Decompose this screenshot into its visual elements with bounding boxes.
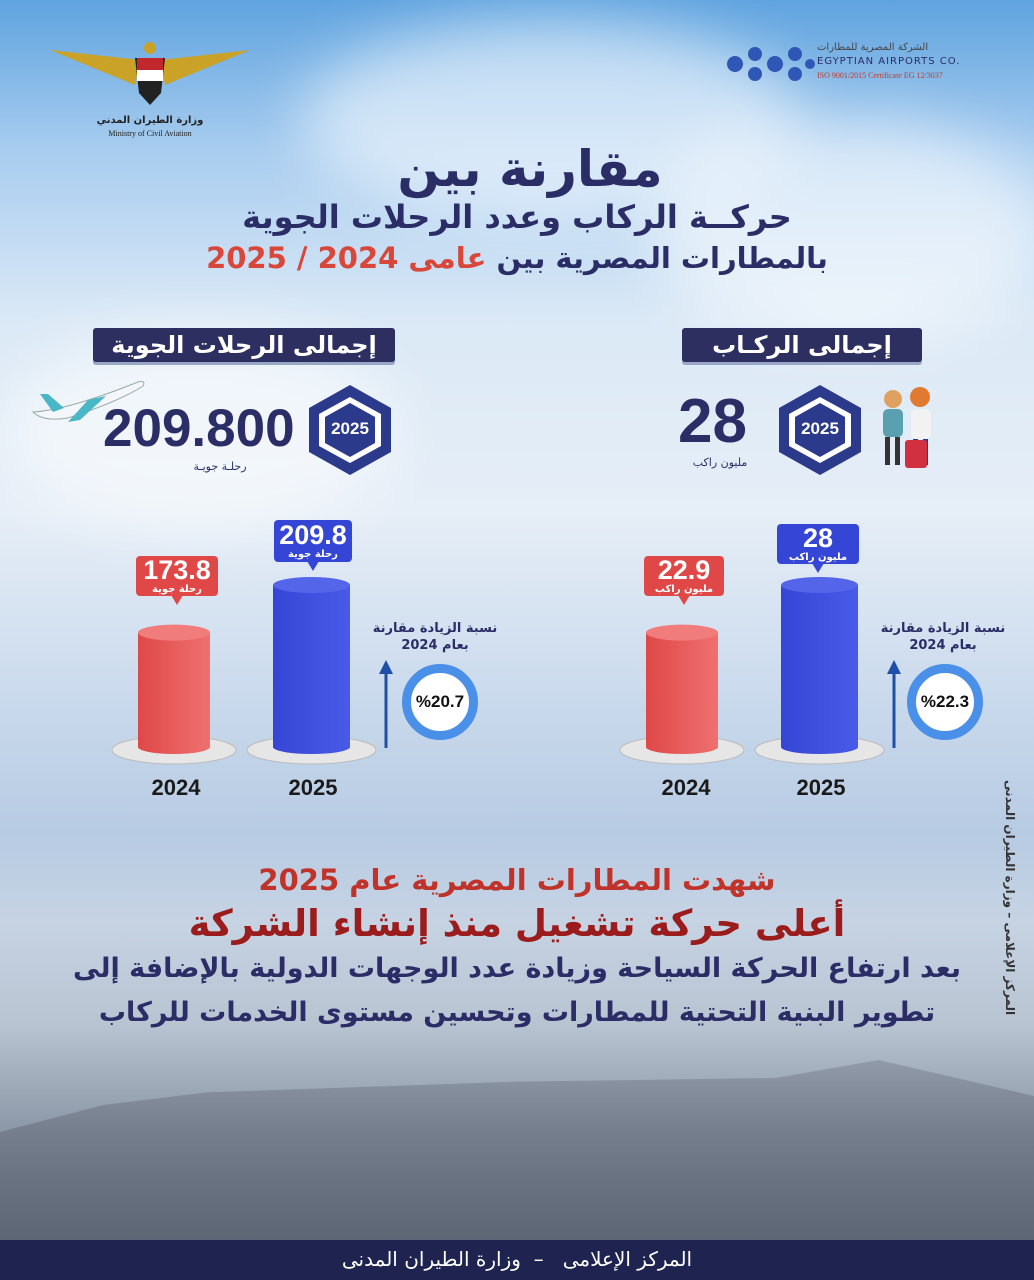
summary-line-1-text: شهدت المطارات المصرية عام 2025 xyxy=(258,863,776,897)
summary-line-4: تطوير البنية التحتية للمطارات وتحسين مست… xyxy=(0,997,1034,1028)
passengers-total: 28 xyxy=(678,387,747,456)
company-logo-mark-icon xyxy=(727,47,815,81)
data-label-unit: رحلة جوية xyxy=(152,584,202,595)
title-line-1-text: مقارنة بين xyxy=(397,140,663,198)
flights-bar-chart xyxy=(111,577,377,765)
airplane-icon xyxy=(31,381,145,422)
flights-growth-value: %20.7 xyxy=(402,664,478,740)
title-line-2-text: حركــة الركاب وعدد الرحلات الجوية xyxy=(242,198,792,236)
summary-line-3-text: بعد ارتفاع الحركة السياحة وزيادة عدد الو… xyxy=(73,953,961,984)
x-tick-label: 2025 xyxy=(288,775,338,800)
bar-top xyxy=(781,577,858,593)
flights-total: 209.800 xyxy=(103,399,295,458)
side-credit: المركز الإعلامى – وزارة الطيران المدنى xyxy=(1003,780,1017,1016)
x-tick-label: 2024 xyxy=(661,775,711,800)
summary-line-4-text: تطوير البنية التحتية للمطارات وتحسين مست… xyxy=(98,997,936,1028)
data-label-unit: مليون راكب xyxy=(654,584,714,595)
company-name-en: EGYPTIAN AIRPORTS CO. xyxy=(817,56,961,67)
data-label-unit: رحلة جوية xyxy=(288,549,338,560)
summary-line-1: شهدت المطارات المصرية عام 2025 xyxy=(0,863,1034,897)
title-line-3: بالمطارات المصرية بين عامى 2024 / 2025 xyxy=(0,240,1034,276)
company-logo: الشركة المصرية للمطارات EGYPTIAN AIRPORT… xyxy=(725,42,1005,92)
title-line-2: حركــة الركاب وعدد الرحلات الجوية xyxy=(0,198,1034,236)
title-line-3-years: عامى 2024 / 2025 xyxy=(206,241,487,275)
data-label: 173.8 xyxy=(143,555,211,585)
data-label: 209.8 xyxy=(279,520,347,550)
ministry-logo: وزارة الطيران المدني Ministry of Civil A… xyxy=(40,40,260,145)
airport-building xyxy=(0,1060,1034,1240)
data-label-unit: مليون راكب xyxy=(788,552,848,563)
summary-line-2: أعلى حركة تشغيل منذ إنشاء الشركة xyxy=(0,902,1034,946)
flights-2025-callout: 209.8 رحلة جوية xyxy=(274,520,352,571)
ministry-name-ar: وزارة الطيران المدني xyxy=(96,115,204,126)
travelers-icon xyxy=(883,387,931,468)
flights-growth-label: نسبة الزيادة مقارنة بعام 2024 xyxy=(372,621,498,653)
flights-header: إجمالى الرحلات الجوية xyxy=(93,328,395,362)
x-tick-label: 2024 xyxy=(151,775,201,800)
passengers-unit: مليون راكب xyxy=(692,456,748,469)
passengers-badge-year: 2025 xyxy=(801,419,839,438)
bar-top xyxy=(138,624,210,641)
passengers-growth-label: نسبة الزيادة مقارنة بعام 2024 xyxy=(880,621,1006,653)
bar-2024 xyxy=(138,632,210,754)
title-line-3-navy: بالمطارات المصرية بين xyxy=(496,241,828,275)
flights-year-badge: 2025 xyxy=(303,383,397,477)
data-label: 22.9 xyxy=(657,555,711,585)
summary-line-2-text: أعلى حركة تشغيل منذ إنشاء الشركة xyxy=(188,902,846,945)
passengers-year-badge: 2025 xyxy=(773,383,867,477)
summary-line-3: بعد ارتفاع الحركة السياحة وزيادة عدد الو… xyxy=(0,953,1034,984)
passengers-bar-chart xyxy=(619,577,885,765)
bar-top xyxy=(646,624,718,641)
bar-2024 xyxy=(646,632,718,754)
footer: المركز الإعلامى – وزارة الطيران المدنى xyxy=(0,1240,1034,1280)
company-name-ar: الشركة المصرية للمطارات xyxy=(817,42,929,53)
passengers-header: إجمالى الركـاب xyxy=(682,328,922,362)
bar-top xyxy=(273,577,350,593)
passengers-2025-callout: 28 مليون راكب xyxy=(777,523,859,573)
flights-2024-callout: 173.8 رحلة جوية xyxy=(136,555,218,605)
flights-unit: رحلـة جويـة xyxy=(193,460,247,473)
iso-certificate: ISO 9001/2015 Certificate EG 12/3037 xyxy=(817,71,943,80)
ministry-name-en: Ministry of Civil Aviation xyxy=(108,129,192,138)
bar-2025 xyxy=(273,585,350,754)
arrow-up-icon xyxy=(887,660,901,748)
data-label: 28 xyxy=(802,523,834,553)
passengers-growth-value: %22.3 xyxy=(907,664,983,740)
title-line-1: مقارنة بين xyxy=(0,142,1034,196)
passengers-2024-callout: 22.9 مليون راكب xyxy=(644,555,724,605)
arrow-up-icon xyxy=(379,660,393,748)
eagle-emblem-icon xyxy=(50,42,250,105)
bar-2025 xyxy=(781,585,858,754)
flights-badge-year: 2025 xyxy=(331,419,369,438)
x-tick-label: 2025 xyxy=(796,775,846,800)
